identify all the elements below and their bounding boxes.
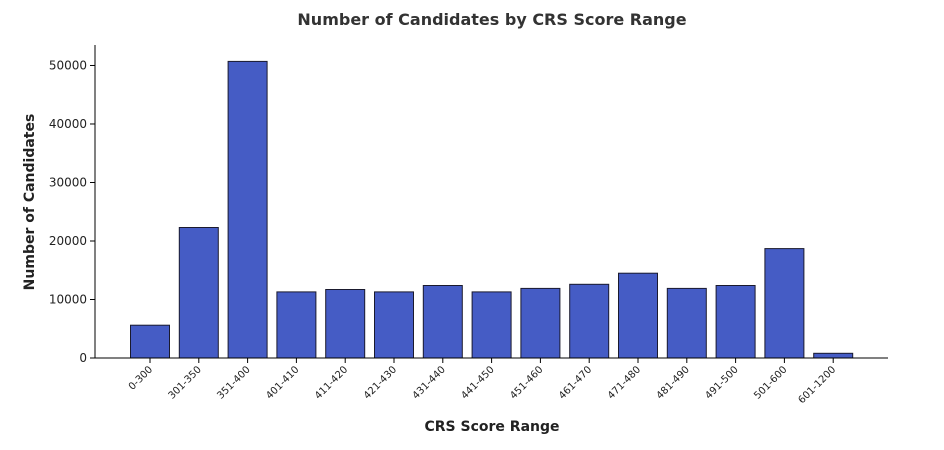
bar-301-350 [178, 227, 219, 359]
bar-451-460 [520, 287, 561, 359]
x-axis-ticks: 0-300 301-350 351-400 401-410 411-420 421-430… [127, 358, 838, 406]
bar-491-500 [715, 285, 756, 359]
y-axis-label: Number of Candidates [22, 114, 38, 291]
bar-0-300 [130, 324, 170, 359]
bar-411-420 [325, 289, 366, 359]
x-tick-label: 501-600 [752, 364, 789, 401]
bar-461-470 [569, 283, 610, 359]
y-axis-ticks: 0 10000 20000 30000 40000 50000 [49, 58, 95, 365]
y-tick-label: 50000 [49, 58, 87, 72]
x-tick-label: 411-420 [313, 364, 350, 401]
bar-351-400 [227, 60, 268, 359]
bar-471-480 [618, 272, 658, 359]
x-tick-label: 421-430 [362, 364, 399, 401]
bars-group [130, 60, 854, 359]
y-tick-label: 10000 [49, 292, 87, 306]
x-tick-label: 401-410 [264, 364, 301, 401]
x-tick-label: 491-500 [703, 364, 740, 401]
x-tick-label: 471-480 [606, 364, 643, 401]
x-tick-label: 441-450 [459, 364, 496, 401]
bar-401-410 [276, 291, 317, 359]
x-tick-label: 0-300 [127, 364, 155, 392]
x-tick-label: 431-440 [411, 364, 448, 401]
y-tick-label: 20000 [49, 234, 87, 248]
x-tick-label: 601-1200 [796, 364, 838, 406]
bar-481-490 [666, 287, 707, 359]
x-tick-label: 351-400 [215, 364, 252, 401]
bar-441-450 [471, 291, 512, 359]
x-tick-label: 301-350 [167, 364, 204, 401]
x-tick-label: 461-470 [557, 364, 594, 401]
bar-431-440 [422, 285, 463, 359]
x-tick-label: 451-460 [508, 364, 545, 401]
x-axis-label: CRS Score Range [425, 419, 560, 435]
bar-421-430 [374, 291, 414, 359]
x-tick-label: 481-490 [655, 364, 692, 401]
y-tick-label: 30000 [49, 175, 87, 189]
y-tick-label: 40000 [49, 117, 87, 131]
bar-501-600 [764, 248, 805, 359]
bar-601-1200 [813, 352, 854, 359]
chart-title: Number of Candidates by CRS Score Range [297, 10, 686, 29]
y-tick-label: 0 [79, 351, 87, 365]
